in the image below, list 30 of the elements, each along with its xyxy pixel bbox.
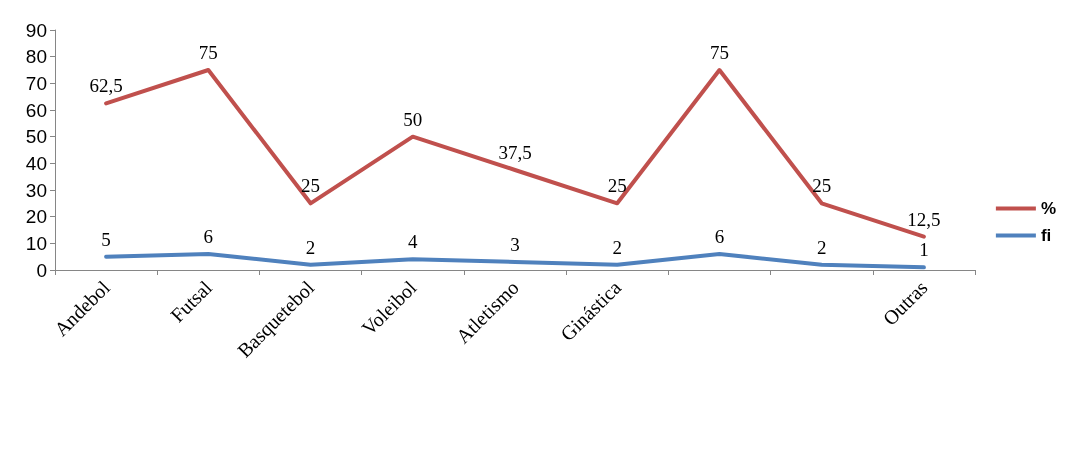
y-tick-label: 90	[25, 19, 47, 41]
y-tick-label: 0	[36, 259, 47, 281]
y-tick-label: 60	[25, 99, 47, 121]
data-label: 4	[408, 231, 419, 253]
y-tick-label: 70	[25, 72, 47, 94]
data-label: 25	[607, 175, 627, 197]
data-label: 2	[305, 236, 316, 258]
y-tick-label: 10	[25, 232, 47, 254]
y-tick-label: 20	[25, 206, 47, 228]
data-label: 37,5	[498, 142, 532, 163]
legend-label: fi	[1040, 226, 1052, 245]
data-label: 2	[816, 236, 827, 258]
legend-label: %	[1040, 199, 1057, 218]
data-label: 6	[714, 226, 725, 247]
data-label: 2	[612, 236, 622, 258]
data-label: 3	[510, 234, 520, 255]
data-label: 25	[812, 175, 832, 197]
data-label: 75	[198, 42, 218, 63]
data-label: 62,5	[89, 75, 123, 97]
data-label: 5	[101, 228, 111, 250]
data-label: 50	[403, 108, 423, 130]
data-label: 25	[301, 175, 321, 197]
y-tick-label: 40	[25, 152, 47, 174]
y-tick-label: 50	[25, 126, 47, 148]
data-label: 6	[203, 226, 214, 247]
y-tick-label: 80	[25, 46, 47, 68]
data-label: 75	[709, 42, 729, 63]
y-tick-label: 30	[25, 179, 47, 201]
data-label: 1	[919, 239, 929, 261]
data-label: 12,5	[907, 208, 941, 230]
